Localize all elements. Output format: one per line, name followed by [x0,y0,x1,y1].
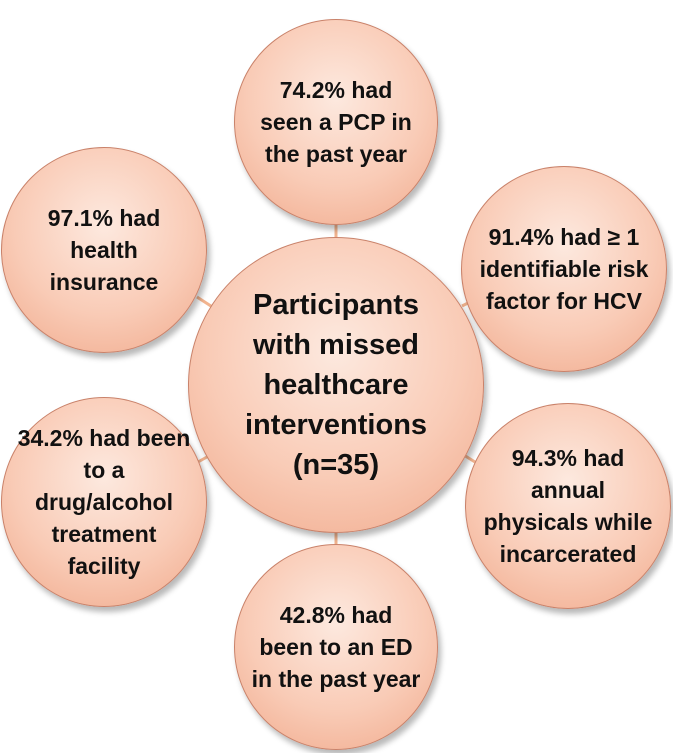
node-hcv-risk: 91.4% had ≥ 1 identifiable risk factor f… [461,166,667,372]
node-physicals-label: 94.3% had annual physicals while incarce… [483,445,653,567]
node-hcv-risk-label: 91.4% had ≥ 1 identifiable risk factor f… [479,224,649,314]
node-physicals: 94.3% had annual physicals while incarce… [465,403,671,609]
node-insurance: 97.1% had health insurance [1,147,207,353]
node-pcp-label: 74.2% had seen a PCP in the past year [260,77,412,167]
center-node-label: Participants with missed healthcare inte… [244,289,428,481]
node-ed: 42.8% had been to an ED in the past year [234,544,438,750]
node-treatment-label: 34.2% had been to a drug/alcohol treatme… [17,425,191,579]
node-insurance-label: 97.1% had health insurance [47,205,161,295]
node-ed-label: 42.8% had been to an ED in the past year [251,602,421,692]
center-node: Participants with missed healthcare inte… [188,237,484,533]
node-pcp: 74.2% had seen a PCP in the past year [234,19,438,225]
node-treatment: 34.2% had been to a drug/alcohol treatme… [1,397,207,607]
